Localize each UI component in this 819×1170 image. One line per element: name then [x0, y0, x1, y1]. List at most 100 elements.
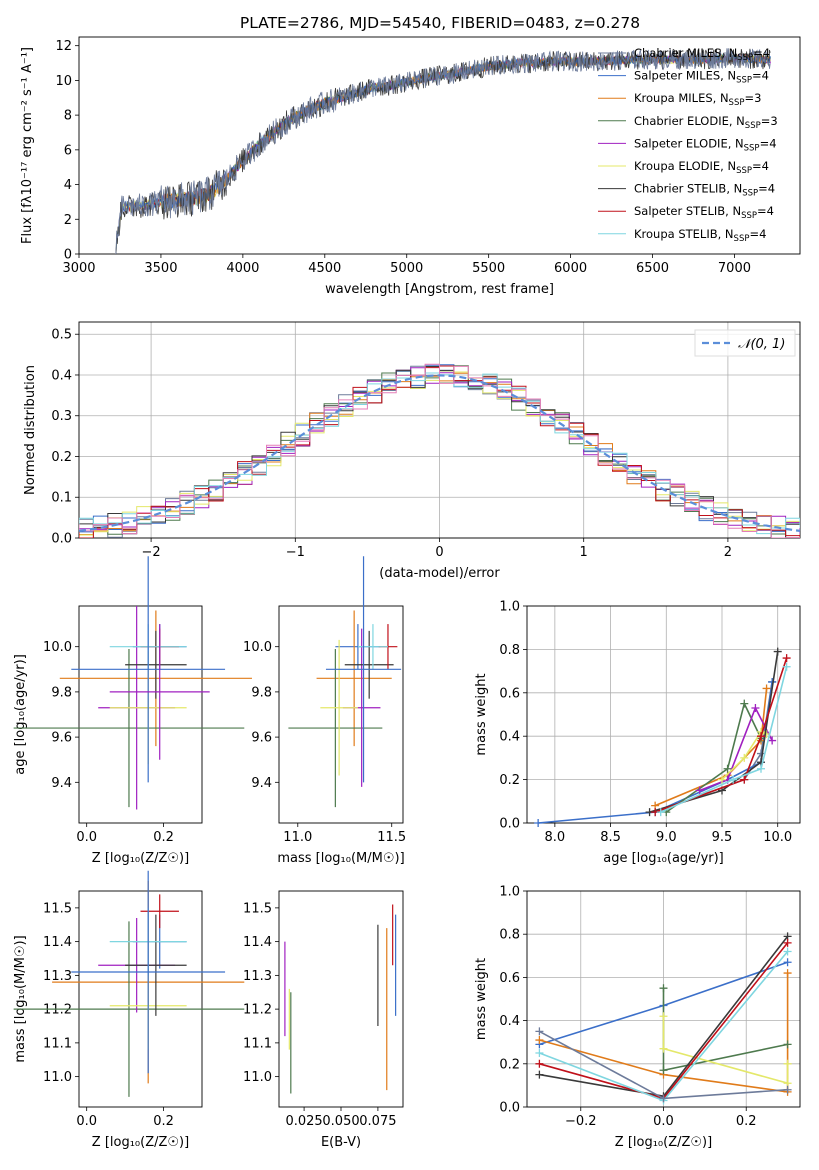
series-marker: [659, 984, 668, 993]
spectrum-panel: 3000 3500 4000 4500 5000 5500 6000 6500 7000 0 2 4 6…: [20, 36, 801, 297]
y-tick-label: 9.8: [251, 685, 272, 700]
x-tick-label: 8.0: [545, 830, 566, 845]
age-vs-metallicity-panel: 0.0 0.2 9.4 9.6 9.8 10.0 Z [log₁₀(Z/Z☉)] age [l…: [13, 556, 252, 866]
series-marker: [535, 1036, 544, 1045]
series-marker: [659, 1044, 668, 1053]
x-tick-label: 0.0: [76, 830, 97, 845]
x-tick-label: 0: [435, 545, 443, 560]
x-axis-label: mass [log₁₀(M/M☉)]: [277, 851, 404, 866]
residuals-legend-box: [694, 329, 796, 357]
series-marker: [534, 819, 543, 827]
y-tick-label: 11.1: [43, 1036, 72, 1051]
y-tick-label: 0.8: [499, 643, 520, 658]
y-tick-label: 11.0: [43, 1070, 72, 1085]
series-marker: [535, 1070, 544, 1079]
y-tick-label: 0.2: [499, 1057, 520, 1072]
x-tick-label: 6000: [554, 261, 587, 276]
series-line: [539, 973, 789, 1093]
x-tick-label: 5500: [472, 261, 505, 276]
series-marker: [723, 764, 732, 773]
y-axis-label: mass weight: [474, 958, 489, 1040]
series-marker: [757, 764, 765, 773]
y-tick-label: 11.0: [243, 1070, 272, 1085]
y-tick-label: 1.0: [499, 885, 520, 900]
x-tick-label: −2: [142, 545, 161, 560]
series-marker: [757, 732, 765, 741]
y-tick-label: 0.0: [499, 1101, 520, 1116]
x-axis-label: wavelength [Angstrom, rest frame]: [325, 282, 554, 297]
spectrum-line-salpeter-stelib: [115, 52, 771, 254]
series-marker: [729, 775, 738, 784]
series-line: [662, 1016, 789, 1085]
x-axis-label: Z [log₁₀(Z/Z☉)]: [92, 1135, 189, 1150]
y-tick-label: 11.2: [243, 1003, 272, 1018]
x-tick-label: 4500: [308, 261, 341, 276]
y-tick-label: 0.6: [499, 971, 520, 986]
y-tick-label: 10.0: [43, 640, 72, 655]
x-tick-label: 8.5: [600, 830, 621, 845]
y-tick-label: 0.8: [499, 928, 520, 943]
x-tick-label: 4000: [226, 261, 259, 276]
y-tick-label: 0.5: [51, 328, 72, 343]
spectrum-line-chabrier-miles: [115, 48, 771, 254]
x-tick-label: 0.2: [153, 1114, 174, 1129]
y-axis-label: Normed distribution: [23, 365, 38, 495]
y-tick-label: 11.4: [243, 935, 272, 950]
legend-entry: Kroupa ELODIE, NSSP=4: [634, 159, 769, 176]
x-axis-label: Z [log₁₀(Z/Z☉)]: [92, 851, 189, 866]
series-marker: [740, 753, 749, 762]
series-marker: [535, 1027, 544, 1036]
x-tick-label: 7000: [718, 261, 751, 276]
axes-frame: [78, 605, 203, 824]
x-tick-label: 0.075: [359, 1114, 396, 1129]
spectrum-line-salpeter-miles: [115, 54, 771, 254]
y-tick-label: 12: [55, 39, 72, 54]
series-marker: [783, 1059, 792, 1068]
legend-entry: Salpeter MILES, NSSP=4: [634, 69, 769, 86]
y-tick-label: 11.5: [43, 901, 72, 916]
x-tick-label: 3000: [62, 261, 95, 276]
mass-vs-metallicity-panel: 0.0 0.2 11.0 11.1 11.2 11.3 11.4 11.5 Z [log₁₀(Z…: [13, 870, 245, 1150]
x-tick-label: −0.2: [565, 1114, 597, 1129]
y-tick-label: 9.6: [251, 731, 272, 746]
axes-frame: [78, 36, 801, 255]
y-tick-label: 0.2: [51, 450, 72, 465]
mass-vs-ebv-panel: 0.025 0.050 0.075 11.0 11.1 11.2 11.3 11.4 11.5 E…: [243, 890, 404, 1150]
y-tick-label: 9.8: [51, 685, 72, 700]
x-tick-label: 5000: [390, 261, 423, 276]
series-marker: [783, 958, 792, 967]
gaussian-curve: [78, 374, 801, 532]
y-tick-label: 0.4: [499, 1014, 520, 1029]
y-tick-label: 10: [55, 74, 72, 89]
series-marker: [783, 1085, 792, 1094]
legend-entry: Chabrier MILES, NSSP=4: [634, 46, 770, 63]
legend-entry: Salpeter STELIB, NSSP=4: [634, 204, 774, 221]
axes-frame: [526, 605, 801, 824]
legend-entry: 𝒩(0, 1): [738, 337, 785, 352]
x-tick-label: 2: [724, 545, 732, 560]
y-axis-label: mass [log₁₀(M/M☉)]: [13, 935, 28, 1062]
x-tick-label: 0.0: [76, 1114, 97, 1129]
x-tick-label: 0.2: [736, 1114, 757, 1129]
legend-entry: Salpeter ELODIE, NSSP=4: [634, 136, 777, 153]
x-tick-label: 1: [580, 545, 588, 560]
x-tick-label: 9.0: [656, 830, 677, 845]
y-tick-label: 2: [64, 213, 72, 228]
y-tick-label: 9.4: [51, 776, 72, 791]
series-marker: [535, 1049, 544, 1057]
series-marker: [535, 1059, 544, 1068]
series-marker: [751, 703, 760, 712]
y-tick-label: 11.2: [43, 1003, 72, 1018]
x-tick-label: 0.2: [153, 830, 174, 845]
figure-title: PLATE=2786, MJD=54540, FIBERID=0483, z=0…: [240, 14, 640, 32]
series-marker: [768, 736, 777, 745]
y-tick-label: 0.4: [51, 368, 72, 383]
y-tick-label: 0: [64, 248, 72, 263]
axes-frame: [78, 890, 203, 1108]
series-marker: [773, 647, 782, 656]
axes-frame: [78, 321, 801, 539]
x-axis-label: (data-model)/error: [379, 566, 500, 581]
x-tick-label: 6500: [636, 261, 669, 276]
legend-entry: Kroupa MILES, NSSP=3: [634, 91, 761, 108]
